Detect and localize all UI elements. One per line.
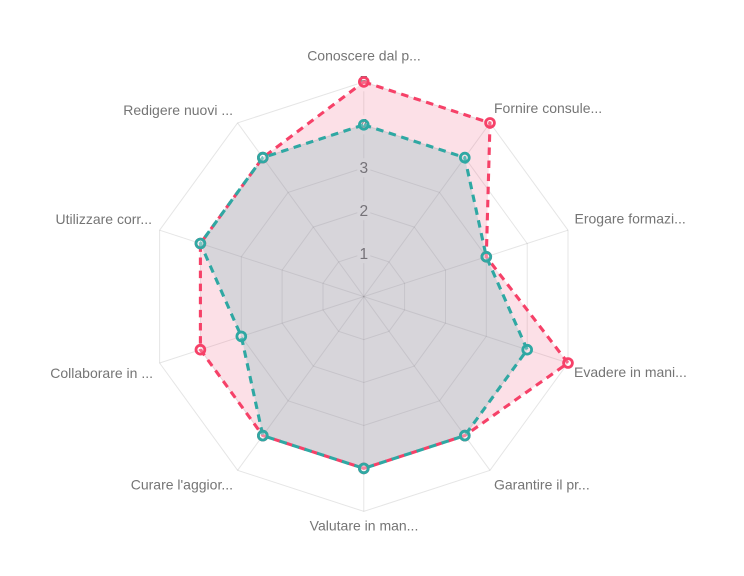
svg-text:2: 2	[359, 203, 368, 220]
svg-text:Evadere in mani...: Evadere in mani...	[574, 364, 687, 380]
svg-text:Curare l'aggior...: Curare l'aggior...	[131, 476, 233, 492]
svg-text:1: 1	[359, 246, 368, 263]
svg-text:Collaborare in ...: Collaborare in ...	[50, 365, 153, 381]
svg-text:3: 3	[359, 160, 368, 177]
svg-text:Conoscere dal p...: Conoscere dal p...	[307, 47, 421, 63]
svg-text:Erogare formazi...: Erogare formazi...	[575, 210, 686, 226]
svg-text:Valutare in man...: Valutare in man...	[310, 517, 419, 533]
svg-text:Utilizzare corr...: Utilizzare corr...	[56, 211, 152, 227]
svg-text:Garantire il pr...: Garantire il pr...	[494, 476, 590, 492]
svg-text:Redigere nuovi ...: Redigere nuovi ...	[123, 102, 233, 118]
svg-text:Fornire consule...: Fornire consule...	[494, 100, 602, 116]
